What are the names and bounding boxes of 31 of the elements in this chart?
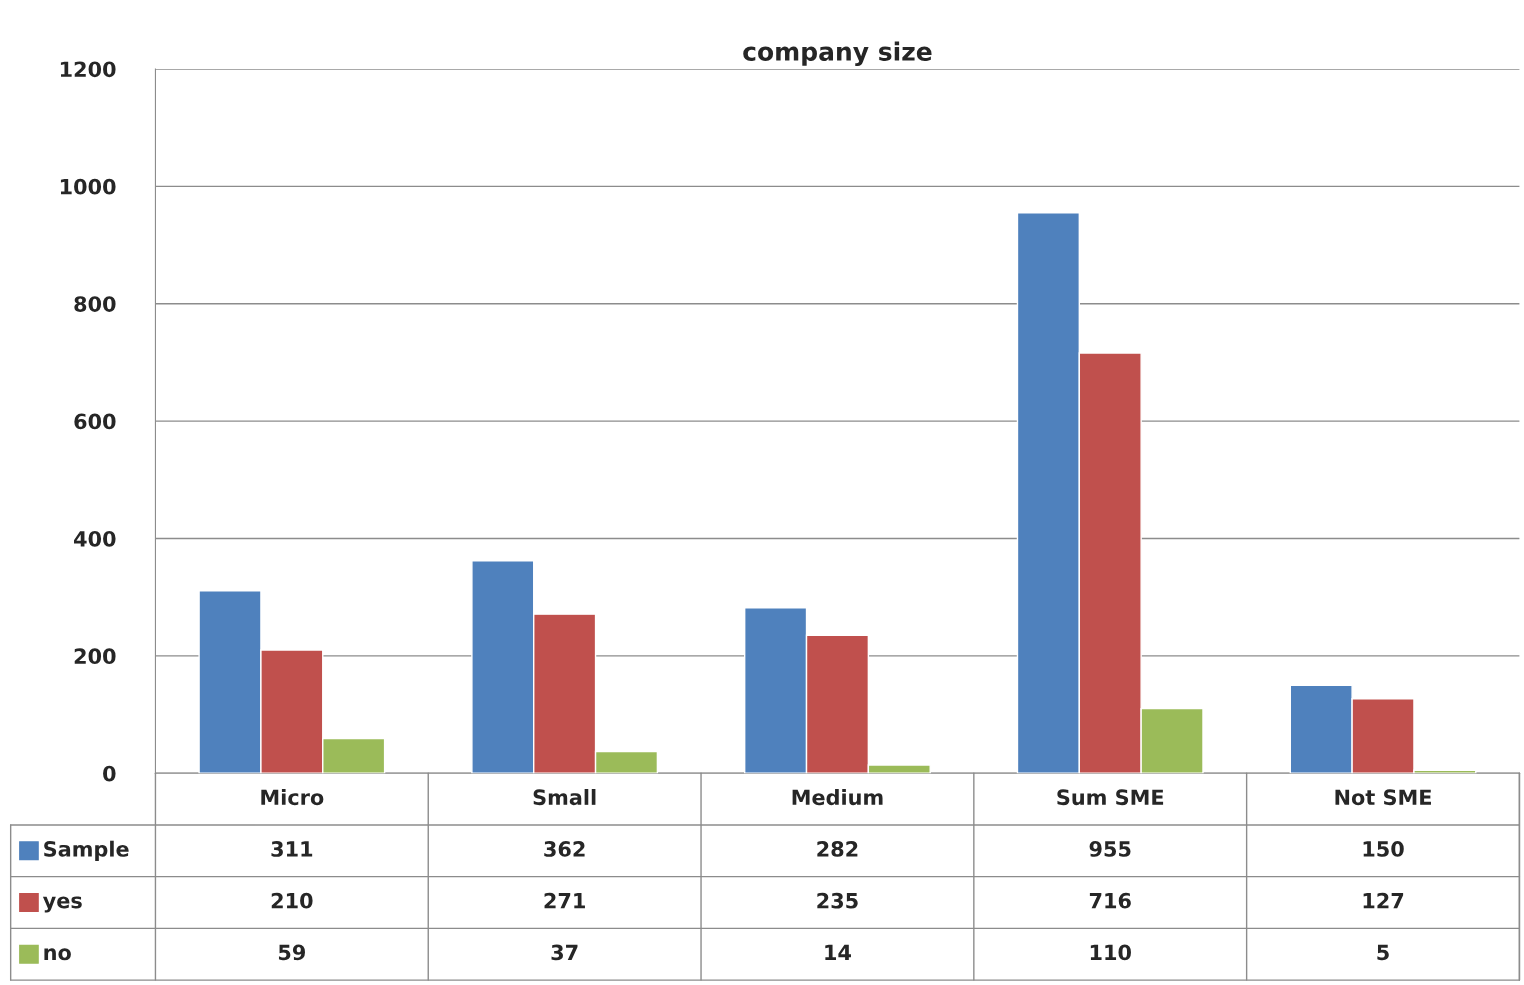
y-tick-label: 600: [74, 413, 116, 430]
legend-label: Sample: [44, 840, 129, 861]
data-label: 955: [1089, 841, 1131, 857]
data-label: 127: [1363, 892, 1404, 909]
data-label: 311: [271, 841, 313, 857]
x-tick-label: Sum SME: [1057, 789, 1164, 806]
data-label: 37: [551, 944, 578, 961]
data-label: 150: [1363, 841, 1404, 857]
y-tick-label: 400: [74, 530, 116, 547]
data-label: 362: [544, 841, 585, 857]
x-tick-label: Micro: [261, 789, 324, 806]
y-tick-label: 800: [74, 296, 116, 312]
legend-label: yes: [42, 896, 82, 913]
y-tick-label: 0: [103, 765, 116, 782]
data-label: 716: [1089, 892, 1131, 909]
chart-title: company size: [743, 41, 932, 67]
data-label: 210: [271, 892, 313, 909]
y-tick-label: 200: [74, 648, 116, 665]
y-tick-label: 1200: [60, 61, 116, 78]
data-label: 14: [825, 944, 851, 960]
data-label: 271: [544, 892, 585, 909]
x-tick-label: Medium: [792, 789, 883, 806]
x-tick-label: Not SME: [1335, 789, 1431, 806]
data-label: 110: [1090, 944, 1131, 961]
y-tick-label: 1000: [60, 178, 116, 195]
data-label: 5: [1377, 944, 1389, 961]
x-tick-label: Small: [533, 789, 596, 806]
legend-label: no: [44, 948, 71, 961]
data-label: 282: [817, 841, 858, 857]
data-label: 235: [817, 892, 858, 909]
data-label: 59: [278, 944, 306, 961]
